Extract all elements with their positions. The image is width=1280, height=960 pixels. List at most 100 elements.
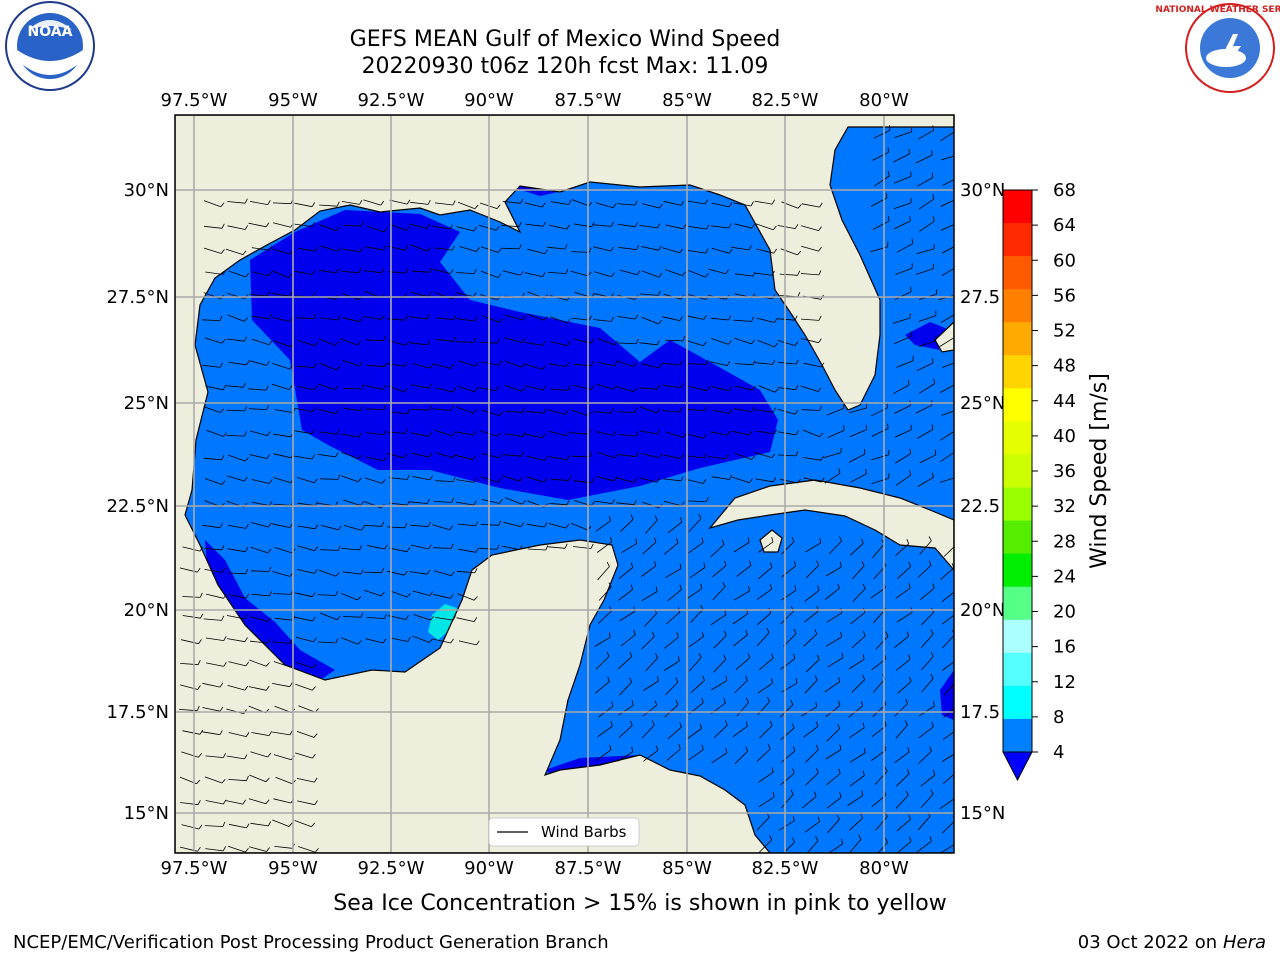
wind-barb-flag <box>887 171 890 177</box>
wind-barb <box>413 614 431 621</box>
wind-barb-flag <box>772 477 777 483</box>
wind-barb-flag <box>657 290 661 296</box>
wind-barb <box>896 773 910 787</box>
wind-barb <box>249 640 268 644</box>
wind-barb <box>733 590 750 601</box>
wind-barb-flag <box>795 385 799 390</box>
wind-barb <box>272 683 290 688</box>
wind-barb-flag <box>884 766 888 772</box>
wind-barb <box>386 453 404 459</box>
wind-barb-flag <box>752 360 756 365</box>
wind-barb-flag <box>313 733 318 738</box>
wind-barb <box>478 224 497 231</box>
wind-barb-flag <box>219 362 223 368</box>
wind-barb-flag <box>566 224 570 230</box>
wind-barb-flag <box>428 292 432 297</box>
wind-barb <box>294 820 312 828</box>
wind-barb <box>205 755 224 758</box>
colorbar-segment <box>1003 553 1032 588</box>
wind-barb <box>758 541 774 553</box>
wind-barb <box>851 565 865 580</box>
wind-barb <box>273 222 291 228</box>
wind-barb <box>294 223 313 227</box>
wind-barb-flag <box>429 363 434 369</box>
wind-barb-flag <box>701 697 704 703</box>
wind-barb <box>204 569 223 573</box>
wind-barb <box>527 248 545 255</box>
wind-barb <box>548 363 567 367</box>
wind-barb <box>620 634 636 647</box>
lon-label-bottom: 87.5°W <box>555 858 622 879</box>
wind-barb <box>294 752 313 759</box>
wind-barb <box>226 475 245 482</box>
wind-barb-flag <box>794 409 799 415</box>
wind-barb-flag <box>745 746 749 752</box>
wind-barb <box>825 749 842 760</box>
wind-barb-flag <box>841 838 844 844</box>
noaa-logo-text: NOAA <box>28 24 73 40</box>
colorbar-tick-label: 68 <box>1053 180 1076 201</box>
wind-barb-flag <box>611 701 614 707</box>
wind-barb-flag <box>590 543 594 549</box>
wind-barb <box>778 431 796 436</box>
wind-barb <box>663 200 682 206</box>
wind-barb <box>297 800 315 806</box>
wind-barb <box>342 359 360 367</box>
wind-barb <box>273 433 291 438</box>
wind-barb-flag <box>315 501 319 506</box>
wind-barb-flag <box>840 561 842 567</box>
wind-barb <box>525 410 544 414</box>
wind-barb <box>386 570 405 576</box>
wind-barb-flag <box>635 451 639 457</box>
wind-barb <box>294 592 313 598</box>
wind-barb <box>202 524 221 529</box>
colorbar-tick-label: 60 <box>1053 250 1076 271</box>
wind-barb-flag <box>381 479 386 484</box>
wind-barb-flag <box>222 846 226 852</box>
wind-barb-flag <box>314 848 319 853</box>
wind-barb <box>249 430 268 436</box>
wind-barb <box>616 477 634 483</box>
wind-barb-flag <box>955 839 956 844</box>
wind-barb <box>296 477 315 484</box>
wind-barb-flag <box>635 339 639 344</box>
wind-barb <box>455 341 474 343</box>
wind-barb-flag <box>749 478 753 483</box>
wind-barb-flag <box>652 631 655 637</box>
wind-barb-flag <box>499 498 503 504</box>
wind-barb <box>251 479 270 484</box>
wind-barb <box>272 731 290 736</box>
wind-barb-flag <box>656 408 661 414</box>
wind-barb-flag <box>452 387 457 393</box>
wind-barb <box>641 363 660 369</box>
wind-barb-flag <box>751 223 756 229</box>
wind-barb-flag <box>590 385 595 390</box>
wind-barb <box>297 525 316 530</box>
wind-barb-flag <box>475 521 479 527</box>
wind-barb <box>617 316 636 320</box>
lat-label-right: 20°N <box>960 600 1005 621</box>
wind-barb <box>713 635 727 649</box>
wind-barb-flag <box>839 744 842 750</box>
wind-barb <box>851 679 865 693</box>
wind-barb-flag <box>929 746 932 752</box>
wind-barb-flag <box>654 560 657 567</box>
wind-barb <box>593 411 612 414</box>
wind-barb-flag <box>608 582 612 588</box>
wind-barb <box>227 638 245 643</box>
wind-barb <box>757 340 775 348</box>
colorbar-segment <box>1003 355 1032 389</box>
wind-barb <box>667 521 683 534</box>
wind-barb-flag <box>792 815 795 821</box>
wind-barb <box>826 797 842 809</box>
wind-barb <box>318 409 336 415</box>
wind-barb-flag <box>745 697 749 703</box>
wind-barb <box>688 657 702 672</box>
wind-barb <box>456 501 474 506</box>
wind-barb-flag <box>269 479 273 484</box>
wind-barb <box>894 336 912 344</box>
wind-barb-flag <box>564 410 569 415</box>
wind-barb-flag <box>519 270 524 276</box>
chart-subtitle: 20220930 t06z 120h fcst Max: 11.09 <box>361 54 769 79</box>
wind-barb-flag <box>863 747 866 753</box>
